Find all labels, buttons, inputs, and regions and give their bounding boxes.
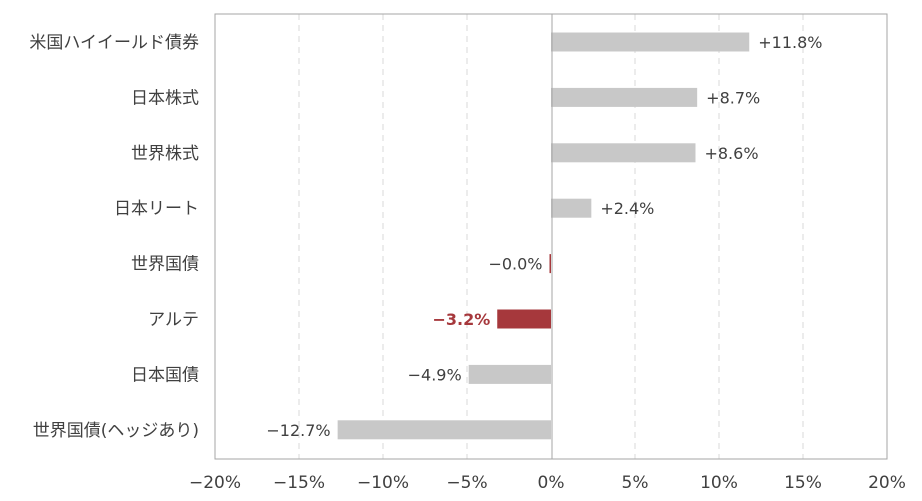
x-tick-label: −15% <box>273 473 325 493</box>
data-label: +2.4% <box>600 199 654 218</box>
x-tick-label: −20% <box>189 473 241 493</box>
x-tick-label: −5% <box>446 473 487 493</box>
data-label: +8.7% <box>706 88 760 107</box>
category-label: 米国ハイイールド債券 <box>29 33 199 53</box>
data-labels: +11.8% +8.7% +8.6% +2.4% −0.0% −3.2% −4.9% −12.… <box>266 33 822 440</box>
category-label: 世界国債 <box>131 255 199 275</box>
bar <box>549 254 551 274</box>
x-tick-labels: −20% −15% −10% −5% 0% 5% 10% 15% 20% <box>189 473 906 493</box>
data-label: −4.9% <box>408 365 462 384</box>
x-tick-label: 20% <box>868 473 906 493</box>
bar <box>551 87 698 107</box>
category-label: 日本リート <box>114 199 199 219</box>
grid-lines <box>298 14 804 459</box>
x-tick-label: 0% <box>538 473 565 493</box>
bars <box>337 32 750 440</box>
category-label: 日本株式 <box>131 88 199 108</box>
data-label: −0.0% <box>488 255 542 274</box>
x-tick-label: 15% <box>784 473 822 493</box>
data-label: −3.2% <box>432 310 490 329</box>
x-tick-label: −10% <box>357 473 409 493</box>
plot-frame <box>214 13 888 460</box>
data-label: +11.8% <box>758 33 822 52</box>
bar <box>497 309 551 329</box>
category-label: 日本国債 <box>131 365 199 385</box>
category-label: 世界株式 <box>131 144 199 164</box>
category-label: アルテ <box>148 310 199 330</box>
x-tick-label: 5% <box>622 473 649 493</box>
bar <box>468 364 551 384</box>
bar <box>551 198 592 218</box>
bar <box>337 420 551 440</box>
category-label: 世界国債(ヘッジあり) <box>33 421 199 441</box>
data-label: +8.6% <box>704 144 758 163</box>
x-tick-label: 10% <box>700 473 738 493</box>
category-labels: 米国ハイイールド債券日本株式世界株式日本リート世界国債アルテ日本国債世界国債(ヘ… <box>29 33 199 441</box>
bar <box>551 143 696 163</box>
bar <box>551 32 750 52</box>
data-label: −12.7% <box>266 421 330 440</box>
